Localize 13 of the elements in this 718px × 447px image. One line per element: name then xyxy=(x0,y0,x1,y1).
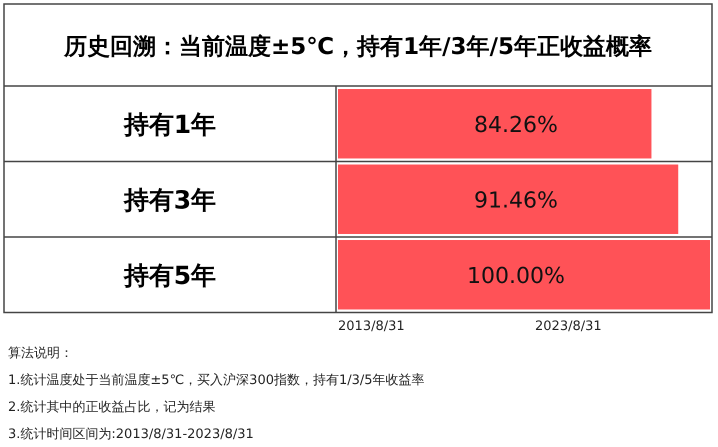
text: 1.统计温度处于当前温度±5℃，买入沪深300指数，持有1/3/5年收益率 xyxy=(8,372,425,388)
text: 算法说明： xyxy=(8,346,73,361)
data-label: 91.46% xyxy=(474,188,558,214)
y-tick-label: 持有1年 xyxy=(122,110,216,139)
data-label: 84.26% xyxy=(474,112,558,138)
text: 2023/8/31 xyxy=(535,319,602,334)
text: 3.统计时间区间为:2013/8/31-2023/8/31 xyxy=(8,427,254,442)
data-label: 100.00% xyxy=(467,264,565,289)
text: 2013/8/31 xyxy=(338,319,405,334)
chart-title: 历史回溯：当前温度±5℃，持有1年/3年/5年正收益概率 xyxy=(63,33,652,60)
text: 2.统计其中的正收益占比，记为结果 xyxy=(8,400,216,415)
y-tick-label: 持有3年 xyxy=(122,185,216,214)
y-tick-label: 持有5年 xyxy=(122,260,216,290)
